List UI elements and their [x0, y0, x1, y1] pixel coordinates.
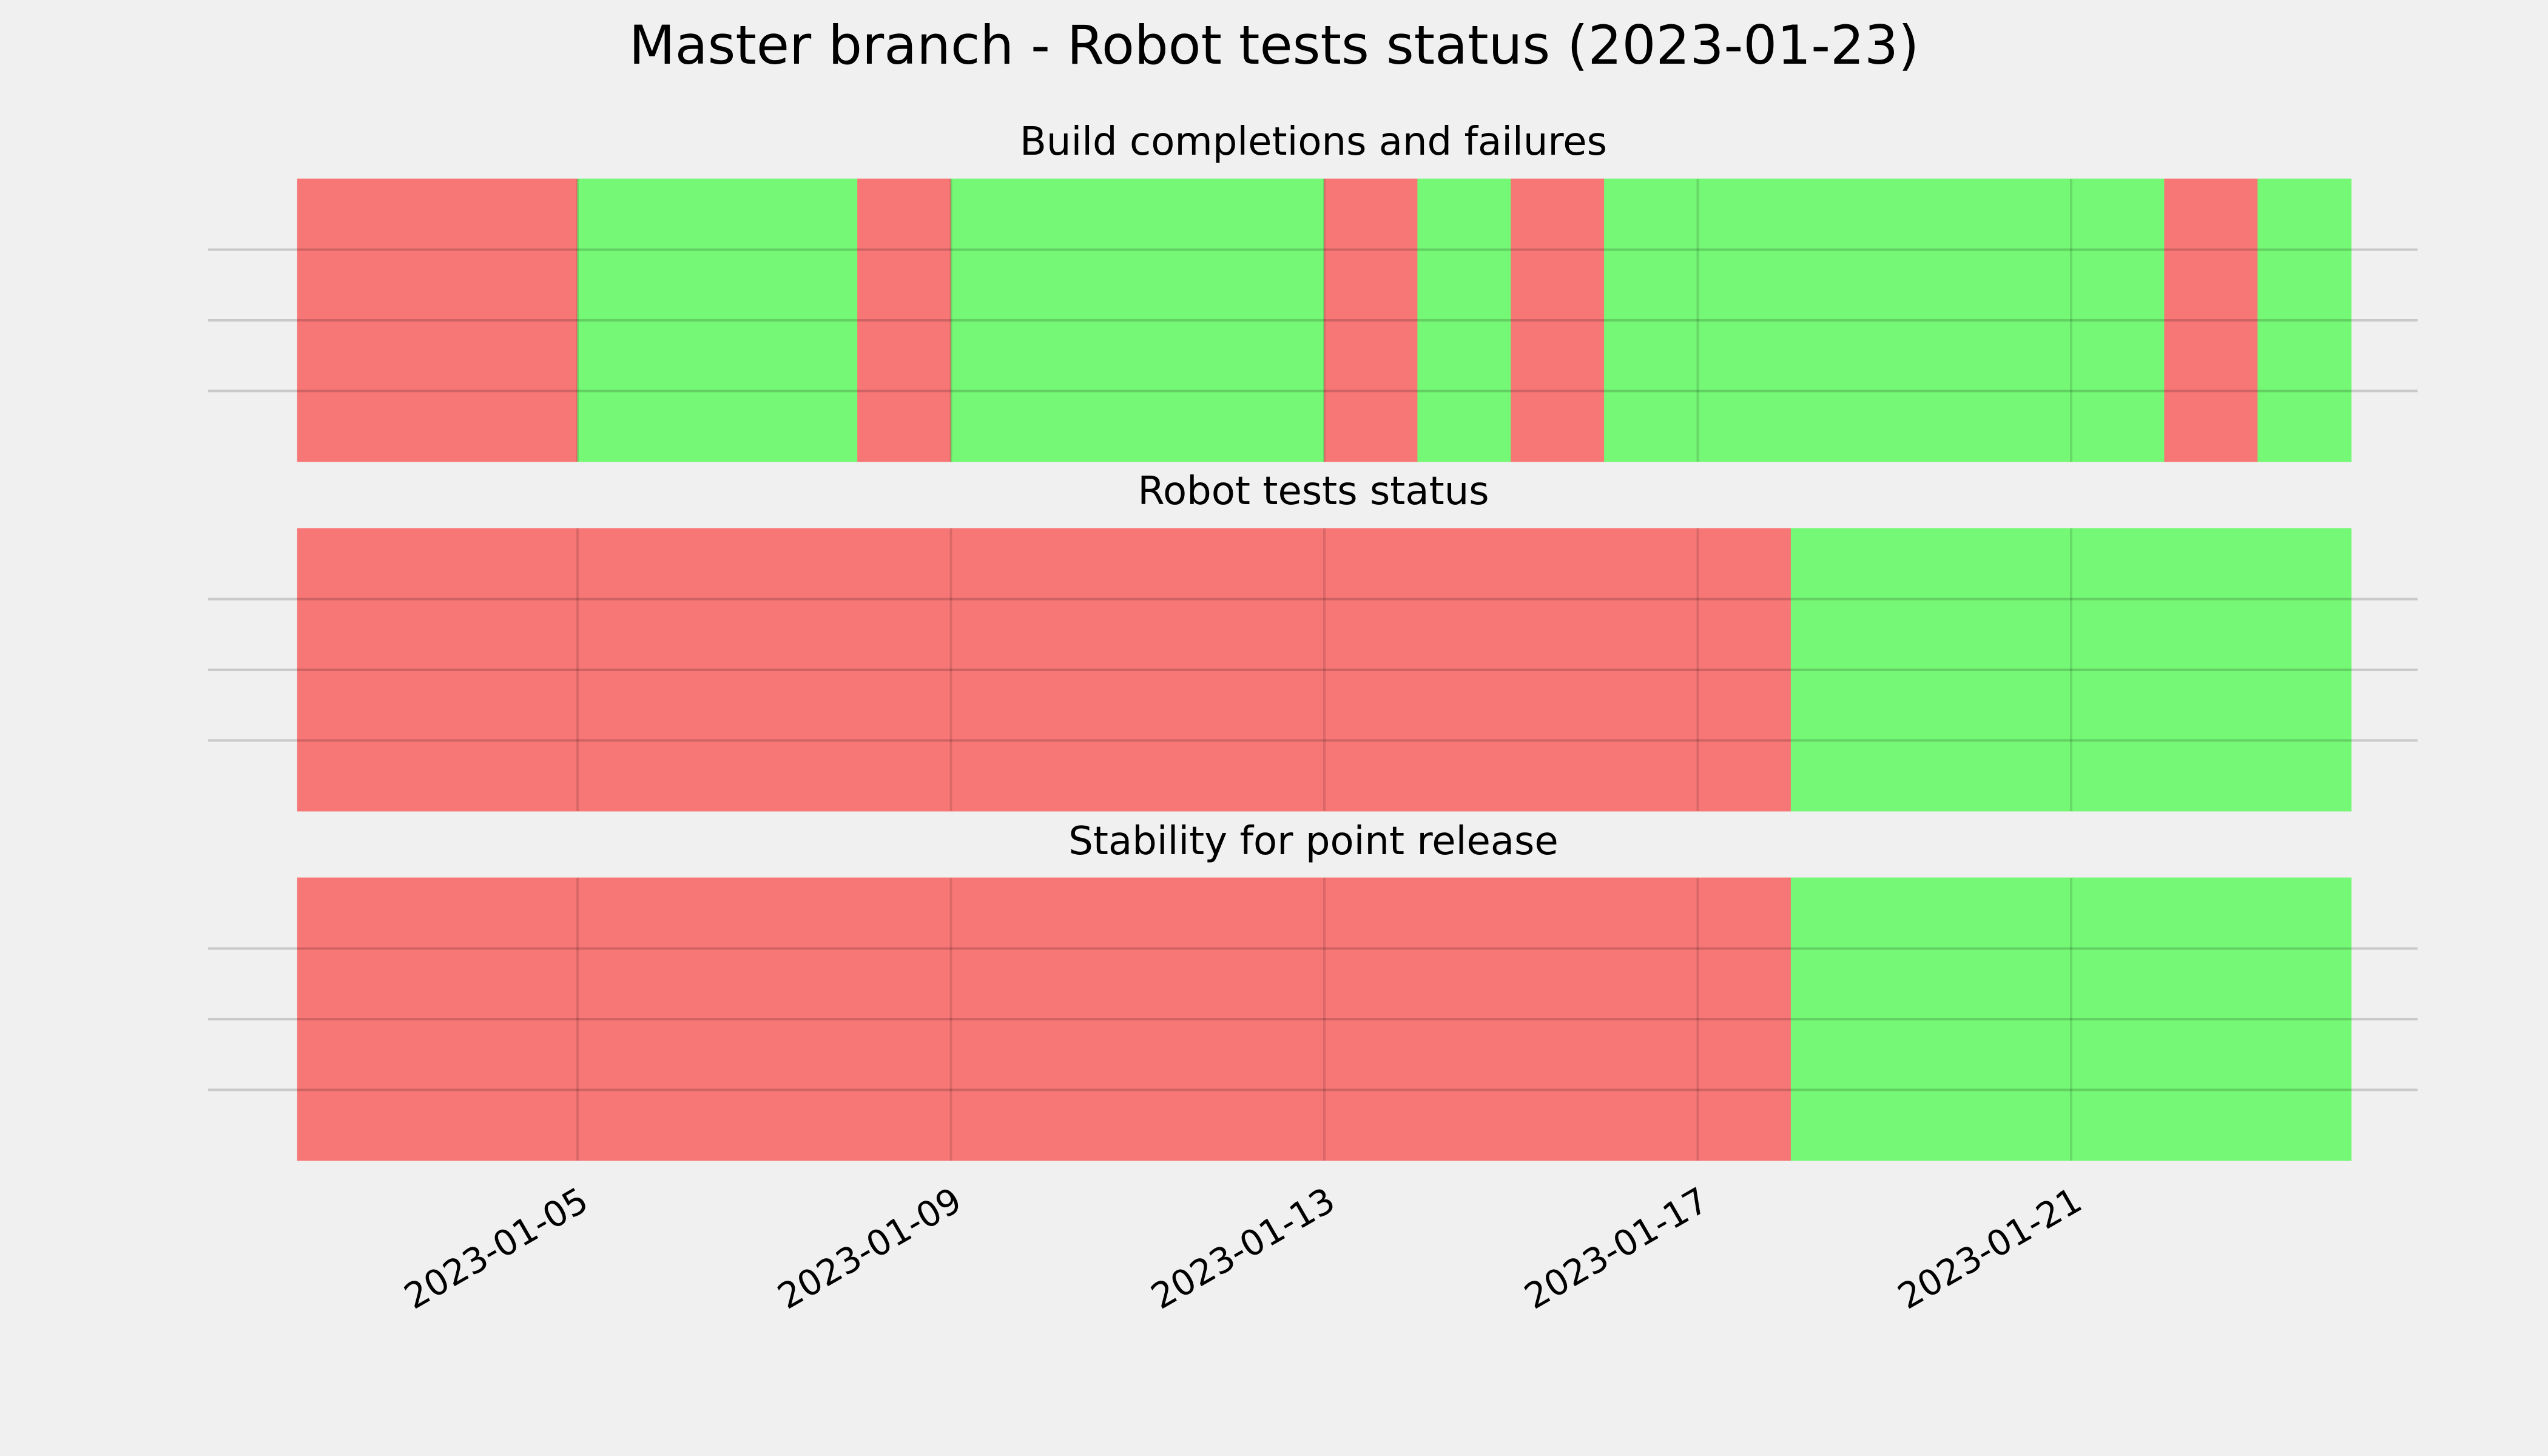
- main-title: Master branch - Robot tests status (2023…: [629, 14, 1919, 76]
- panel-title: Build completions and failures: [1020, 120, 1607, 164]
- failure-segment: [297, 877, 1791, 1161]
- success-segment: [1790, 877, 2352, 1161]
- success-segment: [2257, 178, 2352, 462]
- failure-segment: [297, 528, 1791, 812]
- failure-segment: [1511, 178, 1605, 462]
- success-segment: [1604, 178, 2165, 462]
- failure-segment: [2164, 178, 2259, 462]
- x-tick-label: 2023-01-17: [1517, 1179, 1715, 1317]
- failure-segment: [857, 178, 951, 462]
- panel-title: Stability for point release: [1068, 819, 1559, 864]
- chart-panel: Build completions and failures: [208, 120, 2418, 462]
- x-tick-label: 2023-01-13: [1144, 1179, 1342, 1317]
- success-segment: [1790, 528, 2352, 812]
- success-segment: [951, 178, 1325, 462]
- x-tick-label: 2023-01-21: [1891, 1179, 2089, 1317]
- failure-segment: [1324, 178, 1418, 462]
- success-segment: [1417, 178, 1512, 462]
- failure-segment: [297, 178, 578, 462]
- success-segment: [577, 178, 858, 462]
- panel-title: Robot tests status: [1138, 469, 1489, 514]
- chart-panels: Build completions and failures Robot test…: [208, 120, 2418, 1317]
- x-tick-label: 2023-01-05: [397, 1179, 595, 1317]
- chart-panel: Robot tests status: [208, 469, 2418, 812]
- chart-panel: Stability for point release: [208, 819, 2418, 1161]
- x-tick-label: 2023-01-09: [770, 1179, 968, 1317]
